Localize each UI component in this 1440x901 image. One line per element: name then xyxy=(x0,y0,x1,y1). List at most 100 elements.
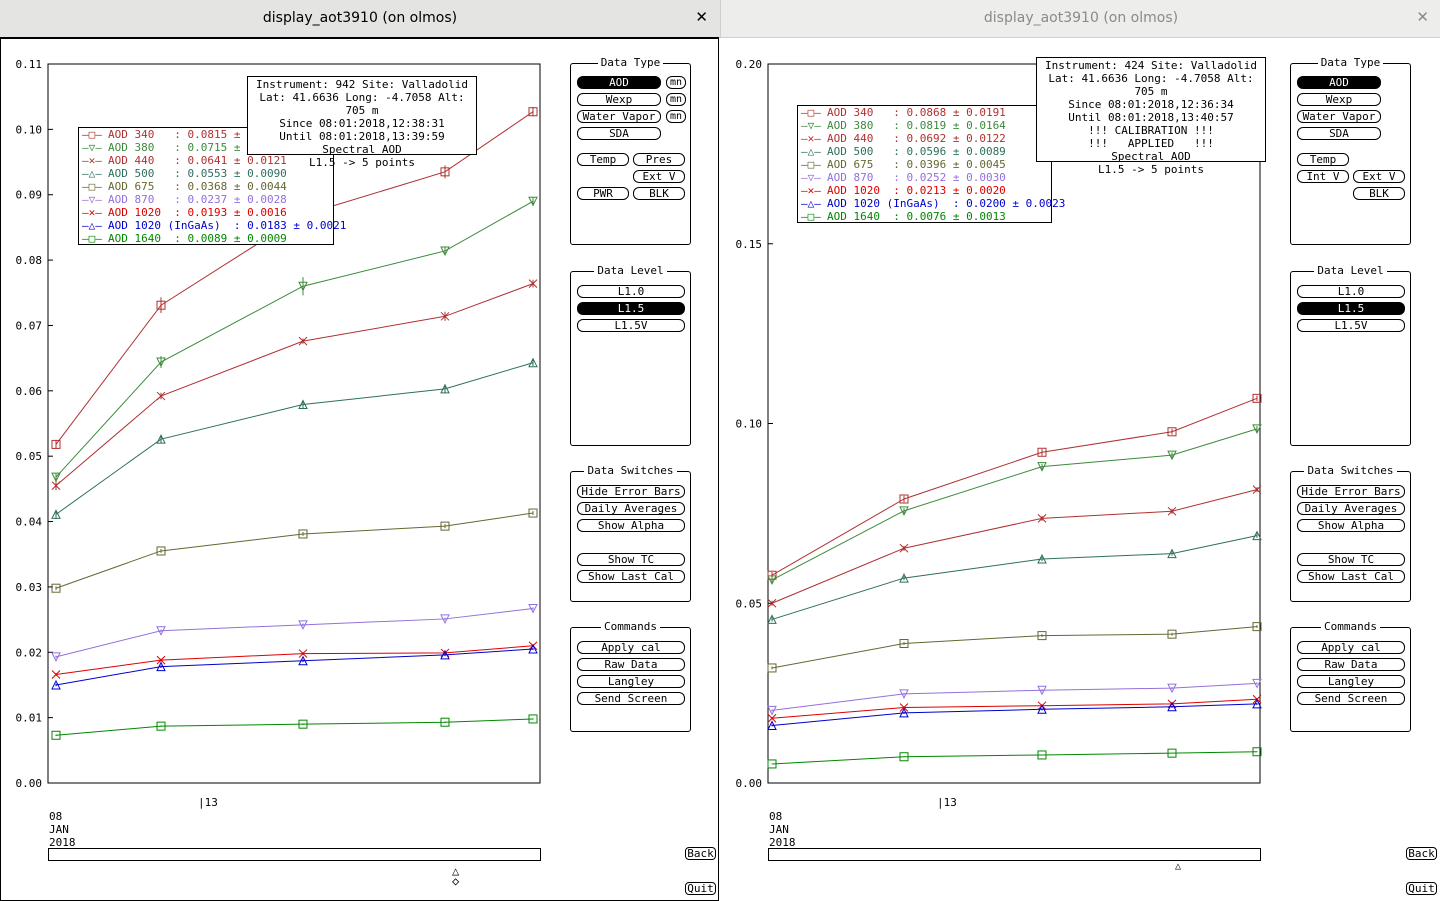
raw-data-button[interactable]: Raw Data xyxy=(577,658,685,671)
data-switches-panel: Data Switches Hide Error Bars Daily Aver… xyxy=(1290,464,1411,602)
info-line: Spectral AOD xyxy=(1111,150,1191,163)
panel-title: Data Type xyxy=(1317,56,1384,69)
aod-button[interactable]: AOD xyxy=(1297,76,1381,89)
water-vapor-button[interactable]: Water Vapor xyxy=(577,110,661,123)
blk-button[interactable]: BLK xyxy=(1353,187,1405,200)
series-aod-380 xyxy=(51,196,538,483)
ext-v-button[interactable]: Ext V xyxy=(633,170,685,183)
show-last-cal-button[interactable]: Show Last Cal xyxy=(577,570,685,583)
time-slider[interactable] xyxy=(768,848,1261,861)
temp-button[interactable]: Temp xyxy=(577,153,629,166)
temp-button[interactable]: Temp xyxy=(1297,153,1349,166)
window-title: display_aot3910 (on olmos) xyxy=(983,10,1179,26)
window-left: display_aot3910 (on olmos) ✕ 0.11 0.10 0.0… xyxy=(0,0,720,901)
l15v-button[interactable]: L1.5V xyxy=(577,319,685,332)
legend-label: AOD 440 : 0.0692 ± 0.0122 xyxy=(827,132,1006,145)
slider-handle-icon[interactable]: △ xyxy=(1175,861,1182,872)
quit-button[interactable]: Quit xyxy=(1406,882,1437,895)
data-point xyxy=(156,721,166,731)
x-tick-text: 13 xyxy=(204,796,218,809)
mn-button[interactable]: mn xyxy=(666,93,686,106)
legend-entry: —□— AOD 675 : 0.0368 ± 0.0044 xyxy=(82,180,330,193)
pres-button[interactable]: Pres xyxy=(633,153,685,166)
pwr-button[interactable]: PWR xyxy=(577,187,629,200)
blk-button[interactable]: BLK xyxy=(633,187,685,200)
date-month: JAN xyxy=(49,823,69,836)
langley-button[interactable]: Langley xyxy=(1297,675,1405,688)
daily-averages-button[interactable]: Daily Averages xyxy=(577,502,685,515)
hide-error-bars-button[interactable]: Hide Error Bars xyxy=(577,485,685,498)
raw-data-button[interactable]: Raw Data xyxy=(1297,658,1405,671)
instrument-info: Instrument: 424 Site: Valladolid Lat: 41… xyxy=(1036,57,1266,176)
series-line xyxy=(771,428,1258,581)
series-aod-870 xyxy=(51,603,538,662)
apply-cal-button[interactable]: Apply cal xyxy=(1297,641,1405,654)
int-v-button[interactable]: Int V xyxy=(1297,170,1349,183)
l10-button[interactable]: L1.0 xyxy=(1297,285,1405,298)
data-level-panel: Data Level L1.0 L1.5 L1.5V xyxy=(570,264,691,446)
show-tc-button[interactable]: Show TC xyxy=(577,553,685,566)
close-icon[interactable]: ✕ xyxy=(695,8,708,26)
aod-button[interactable]: AOD xyxy=(577,76,661,89)
legend-label: AOD 870 : 0.0252 ± 0.0030 xyxy=(827,171,1006,184)
apply-cal-button[interactable]: Apply cal xyxy=(577,641,685,654)
hide-error-bars-button[interactable]: Hide Error Bars xyxy=(1297,485,1405,498)
back-button[interactable]: Back xyxy=(1406,847,1437,860)
show-alpha-button[interactable]: Show Alpha xyxy=(1297,519,1405,532)
data-point xyxy=(899,494,909,504)
langley-button[interactable]: Langley xyxy=(577,675,685,688)
legend-entry: —△— AOD 500 : 0.0596 ± 0.0089 xyxy=(801,145,1048,158)
l15-button[interactable]: L1.5 xyxy=(1297,302,1405,315)
sda-button[interactable]: SDA xyxy=(577,127,661,140)
data-point xyxy=(1037,514,1047,523)
show-tc-button[interactable]: Show TC xyxy=(1297,553,1405,566)
legend-entry: —△— AOD 1020 (InGaAs) : 0.0200 ± 0.0023 xyxy=(801,197,1065,210)
series-aod-440 xyxy=(51,279,538,491)
data-point xyxy=(51,481,61,490)
data-point xyxy=(528,643,538,654)
data-point xyxy=(1167,427,1177,437)
y-tick-label: 0.10 xyxy=(16,123,43,136)
slider-handle-icon[interactable]: △ ◇ xyxy=(452,864,460,888)
x-tick-text: 13 xyxy=(943,796,957,809)
data-point xyxy=(1252,530,1262,541)
time-slider[interactable] xyxy=(48,848,541,861)
ext-v-button[interactable]: Ext V xyxy=(1353,170,1405,183)
legend-marker-icon: —□— xyxy=(82,128,102,141)
data-point xyxy=(298,649,308,658)
data-point xyxy=(51,583,61,593)
close-icon[interactable]: ✕ xyxy=(1416,8,1429,26)
quit-button[interactable]: Quit xyxy=(685,882,716,895)
y-tick-label: 0.07 xyxy=(16,319,43,332)
series-line xyxy=(55,607,534,658)
mn-button[interactable]: mn xyxy=(666,110,686,123)
sda-button[interactable]: SDA xyxy=(1297,127,1381,140)
water-vapor-button[interactable]: Water Vapor xyxy=(1297,110,1381,123)
l10-button[interactable]: L1.0 xyxy=(577,285,685,298)
wexp-button[interactable]: Wexp xyxy=(577,93,661,106)
l15v-button[interactable]: L1.5V xyxy=(1297,319,1405,332)
legend-marker-icon: —□— xyxy=(82,232,102,245)
data-point xyxy=(1037,704,1047,714)
data-point xyxy=(1167,629,1177,639)
info-line: Lat: 41.6636 Long: -4.7058 Alt: 705 m xyxy=(259,91,465,117)
legend-marker-icon: —□— xyxy=(82,180,102,193)
daily-averages-button[interactable]: Daily Averages xyxy=(1297,502,1405,515)
legend-marker-icon: —✕— xyxy=(82,206,102,219)
legend-entry: —✕— AOD 1020 : 0.0213 ± 0.0020 xyxy=(801,184,1048,197)
mn-button[interactable]: mn xyxy=(666,76,686,89)
l15-button[interactable]: L1.5 xyxy=(577,302,685,315)
data-point xyxy=(1037,462,1047,472)
show-last-cal-button[interactable]: Show Last Cal xyxy=(1297,570,1405,583)
plot-frame xyxy=(47,63,541,784)
send-screen-button[interactable]: Send Screen xyxy=(1297,692,1405,705)
y-tick-label: 0.03 xyxy=(16,581,43,594)
info-line: !!! CALIBRATION !!! xyxy=(1088,124,1214,137)
wexp-button[interactable]: Wexp xyxy=(1297,93,1381,106)
series-line xyxy=(771,397,1258,576)
data-point xyxy=(899,703,909,712)
show-alpha-button[interactable]: Show Alpha xyxy=(577,519,685,532)
send-screen-button[interactable]: Send Screen xyxy=(577,692,685,705)
back-button[interactable]: Back xyxy=(685,847,716,860)
window-right: display_aot3910 (on olmos) ✕ 0.20 0.15 0.1… xyxy=(720,0,1440,900)
